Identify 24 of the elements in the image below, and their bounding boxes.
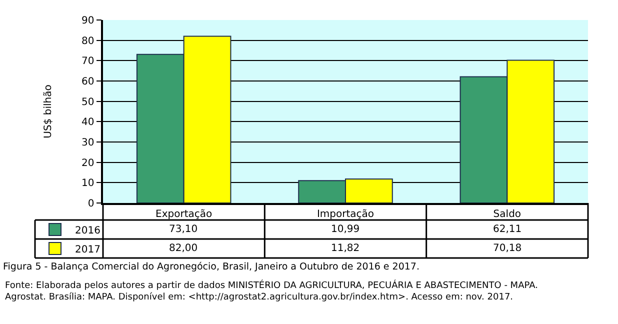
x-tick-label: Importação: [316, 208, 374, 220]
data-label: 10,99: [331, 224, 360, 235]
data-label: 11,82: [331, 243, 360, 254]
y-tick-label: 0: [88, 198, 94, 210]
x-tick-label: Exportação: [156, 208, 212, 220]
text: Figura 5 - Balança Comercial do Agronegócio, Brasil, Janeiro a Outubro de 2016 e 2017.: [3, 262, 420, 273]
y-tick-label: 50: [82, 96, 94, 108]
legend-label: 2016: [75, 225, 100, 236]
y-tick-label: 40: [82, 117, 94, 128]
data-label: 70,18: [493, 243, 522, 254]
x-tick-label: Saldo: [493, 208, 522, 220]
y-tick-label: 10: [82, 178, 94, 190]
y-tick-label: 30: [82, 138, 94, 148]
y-axis-title: US$ bilhão: [43, 84, 54, 138]
y-tick-label: 70: [82, 56, 94, 68]
y-tick-label: 80: [82, 36, 94, 47]
y-tick-label: 60: [82, 76, 94, 88]
y-tick-label: 20: [82, 158, 94, 169]
data-label: 73,10: [169, 224, 198, 235]
source-note: Fonte: Elaborada pelos autores a partir de dados MINISTÉRIO DA AGRICULTURA, PECUÁRIA E ABASTECIMENTO - MAPA. Agrostat. Brasília: MAPA. Disponível em: <http://agrostat2.agricultura.gov.br/index.htm>. Acesso em: nov. 2017.: [5, 279, 538, 303]
data-label: 62,11: [493, 224, 522, 235]
legend-label: 2017: [75, 244, 100, 256]
data-label: 82,00: [169, 243, 198, 254]
y-tick-label: 90: [82, 16, 94, 26]
